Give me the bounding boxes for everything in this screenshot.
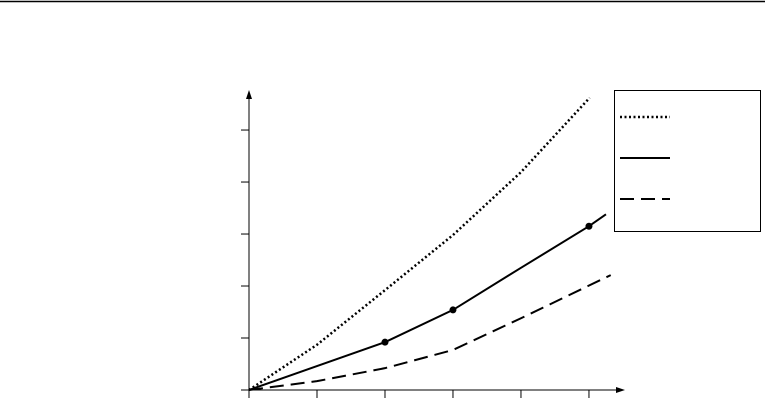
line <box>248 274 612 391</box>
marker <box>449 306 457 314</box>
y-axis-arrow <box>246 90 252 99</box>
x-axis-arrow <box>616 387 625 393</box>
marker <box>381 338 389 346</box>
marker <box>585 222 593 230</box>
legend <box>614 90 761 232</box>
line <box>248 96 591 392</box>
